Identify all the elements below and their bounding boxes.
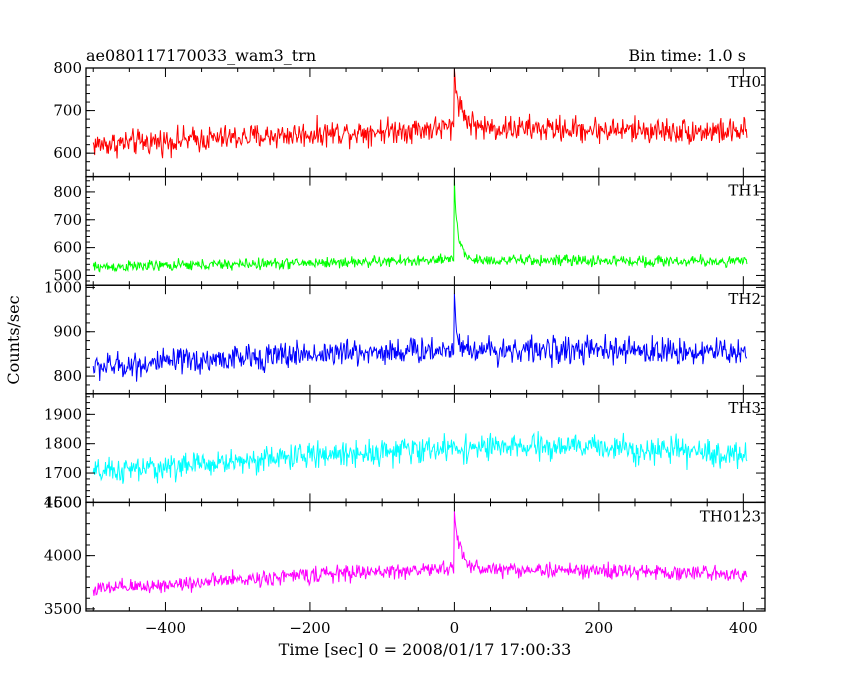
x-axis-label: Time [sec] 0 = 2008/01/17 17:00:33	[279, 640, 572, 659]
y-tick-label: 800	[53, 59, 82, 77]
panel-frame-th2	[85, 284, 766, 395]
y-tick-label: 1000	[44, 278, 82, 296]
y-tick-label: 800	[53, 183, 82, 201]
y-axis-label: Counts/sec	[4, 295, 23, 384]
y-tick-label: 4000	[44, 547, 82, 565]
y-tick-label: 700	[53, 211, 82, 229]
y-tick-label: 1900	[44, 405, 82, 423]
y-tick-label: 1600	[44, 493, 82, 511]
x-tick-label: −200	[289, 619, 330, 637]
panel-label-th1: TH1	[728, 182, 761, 200]
panel-frame-th0123	[85, 501, 766, 612]
panel-frame-th1	[85, 175, 766, 286]
panel-label-th2: TH2	[728, 290, 761, 308]
y-tick-label: 3500	[44, 600, 82, 618]
panel-frame-th0	[85, 67, 766, 178]
panel-label-th3: TH3	[728, 399, 761, 417]
x-tick-label: 200	[585, 619, 614, 637]
x-tick-label: 400	[729, 619, 758, 637]
y-tick-label: 1700	[44, 464, 82, 482]
y-tick-label: 800	[53, 367, 82, 385]
y-tick-label: 700	[53, 102, 82, 120]
panel-label-th0: TH0	[728, 73, 761, 91]
series-line-th0123	[92, 511, 748, 596]
y-tick-label: 900	[53, 323, 82, 341]
y-tick-label: 500	[53, 266, 82, 284]
chart-title: ae080117170033_wam3_trn	[86, 46, 316, 65]
series-line-th3	[92, 431, 748, 484]
series-line-th2	[92, 293, 748, 382]
y-tick-label: 4500	[44, 493, 82, 511]
series-line-th0	[92, 68, 748, 159]
y-tick-label: 600	[53, 144, 82, 162]
y-tick-label: 600	[53, 239, 82, 257]
x-tick-label: −400	[145, 619, 186, 637]
panel-label-th0123: TH0123	[700, 507, 761, 525]
x-tick-label: 0	[450, 619, 460, 637]
panel-group: TH0 600 700 800 TH1 500 600 700 800 TH2 800 900 1000…	[44, 59, 766, 637]
series-line-th1	[92, 179, 748, 273]
y-tick-label: 1800	[44, 435, 82, 453]
bin-time-label: Bin time: 1.0 s	[628, 46, 746, 65]
